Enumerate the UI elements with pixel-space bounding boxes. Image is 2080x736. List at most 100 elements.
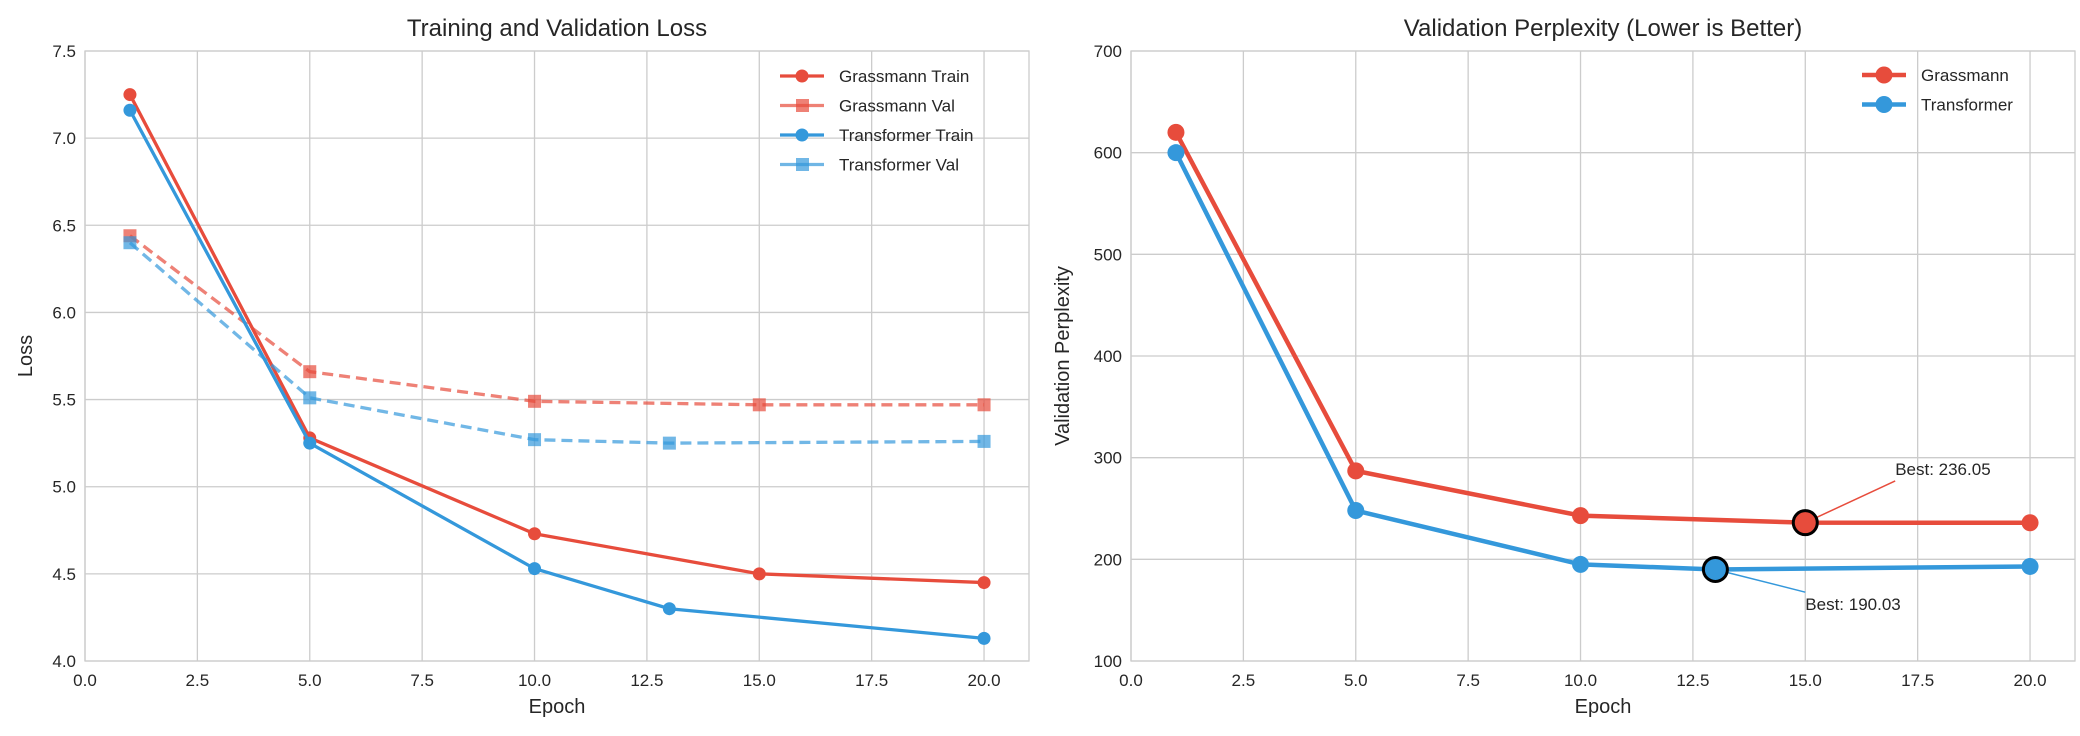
annotation-arrow (1804, 480, 1896, 524)
data-point (303, 365, 317, 379)
series-transformer (1167, 144, 2039, 578)
data-point (1572, 507, 1590, 525)
data-point (752, 567, 766, 581)
data-point (1347, 462, 1365, 480)
y-tick-label: 200 (1094, 550, 1122, 569)
legend-label: Grassmann Train (839, 67, 969, 86)
legend-item: Grassmann Val (780, 97, 955, 116)
y-tick-label: 5.0 (52, 478, 76, 497)
legend-item: Transformer Train (780, 126, 973, 145)
data-point (303, 436, 317, 450)
legend-label: Grassmann (1921, 66, 2009, 85)
x-tick-label: 20.0 (968, 671, 1001, 690)
legend-item: Transformer (1862, 96, 2013, 115)
data-point (2021, 557, 2039, 575)
annotation-label: Best: 236.05 (1895, 460, 1990, 479)
x-tick-label: 10.0 (1564, 671, 1597, 690)
legend: Grassmann Transformer (1862, 66, 2013, 115)
annotation-arrow (1715, 568, 1806, 593)
x-tick-label: 17.5 (855, 671, 888, 690)
data-point (977, 434, 991, 448)
data-point (977, 631, 991, 645)
chart-1: 0.0 2.5 5.0 7.5 10.0 12.5 15.0 17.5 20.0 4.0 4.5 5.… (15, 15, 1030, 718)
legend-marker (796, 158, 809, 171)
data-point (528, 433, 542, 447)
data-point (662, 602, 676, 616)
legend-marker (1875, 66, 1893, 84)
x-tick-label: 10.0 (518, 671, 551, 690)
legend-item: Grassmann (1862, 66, 2009, 85)
legend-marker (796, 99, 809, 112)
legend-label: Grassmann Val (839, 97, 955, 116)
legend-marker (795, 69, 809, 83)
data-point (977, 398, 991, 412)
y-tick-label: 600 (1094, 144, 1122, 163)
data-point (123, 236, 137, 250)
plot-frame (1130, 50, 2076, 662)
annotation-label: Best: 190.03 (1805, 595, 1900, 614)
series-transformer-val (123, 236, 991, 450)
data-point (977, 576, 991, 590)
y-tick-label: 700 (1094, 42, 1122, 61)
y-tick-label: 5.5 (52, 391, 76, 410)
series-line (128, 234, 985, 407)
x-tick-label: 17.5 (1901, 671, 1934, 690)
best-point-marker (1701, 555, 1729, 583)
data-point (528, 394, 542, 408)
legend-marker (1875, 96, 1893, 113)
plot-frame (84, 50, 1030, 662)
chart-title: Training and Validation Loss (407, 15, 707, 42)
y-tick-label: 7.5 (52, 42, 76, 61)
series-grassmann-train (123, 88, 991, 590)
legend: Grassmann Train Grassmann Val Transformer … (780, 67, 973, 175)
data-point (1167, 123, 1185, 141)
data-point (1572, 555, 1590, 573)
x-tick-label: 2.5 (1232, 671, 1256, 690)
series-line (1173, 151, 2031, 572)
legend-label: Transformer Val (839, 156, 959, 175)
data-point (123, 103, 137, 117)
y-tick-label: 300 (1094, 449, 1122, 468)
data-point (303, 391, 317, 405)
x-tick-label: 2.5 (186, 671, 210, 690)
x-tick-label: 12.5 (1676, 671, 1709, 690)
y-axis-label: Validation Perplexity (1052, 266, 1074, 446)
y-tick-label: 500 (1094, 245, 1122, 264)
y-tick-label: 100 (1094, 652, 1122, 671)
y-tick-label: 4.0 (52, 652, 76, 671)
x-axis-label: Epoch (1575, 696, 1632, 718)
x-tick-label: 0.0 (73, 671, 97, 690)
legend-item: Transformer Val (780, 156, 959, 175)
x-tick-label: 0.0 (1119, 671, 1143, 690)
y-tick-label: 7.0 (52, 129, 76, 148)
y-tick-label: 6.5 (52, 216, 76, 235)
series-transformer-train (123, 103, 991, 645)
y-tick-label: 4.5 (52, 565, 76, 584)
x-tick-label: 20.0 (2014, 671, 2047, 690)
x-axis-label: Epoch (529, 696, 586, 718)
legend-marker (795, 128, 809, 142)
data-point (752, 398, 766, 412)
legend-label: Transformer Train (839, 126, 973, 145)
x-tick-label: 15.0 (1789, 671, 1822, 690)
x-tick-label: 7.5 (1456, 671, 1480, 690)
data-point (1347, 502, 1365, 520)
x-tick-label: 5.0 (1344, 671, 1368, 690)
data-point (662, 436, 676, 450)
series-line (128, 109, 985, 640)
y-tick-label: 400 (1094, 347, 1122, 366)
data-point (528, 527, 542, 541)
data-point (1167, 144, 1185, 162)
best-point-marker (1791, 509, 1819, 537)
x-tick-label: 12.5 (630, 671, 663, 690)
x-tick-label: 7.5 (410, 671, 434, 690)
x-tick-label: 5.0 (298, 671, 322, 690)
data-point (528, 562, 542, 576)
y-axis-label: Loss (15, 335, 37, 377)
legend-label: Transformer (1921, 96, 2013, 115)
data-point (2021, 514, 2039, 532)
series-grassmann-val (123, 229, 991, 412)
chart-2: 0.0 2.5 5.0 7.5 10.0 12.5 15.0 17.5 20.0 100 200 30… (1052, 15, 2076, 718)
x-tick-label: 15.0 (743, 671, 776, 690)
